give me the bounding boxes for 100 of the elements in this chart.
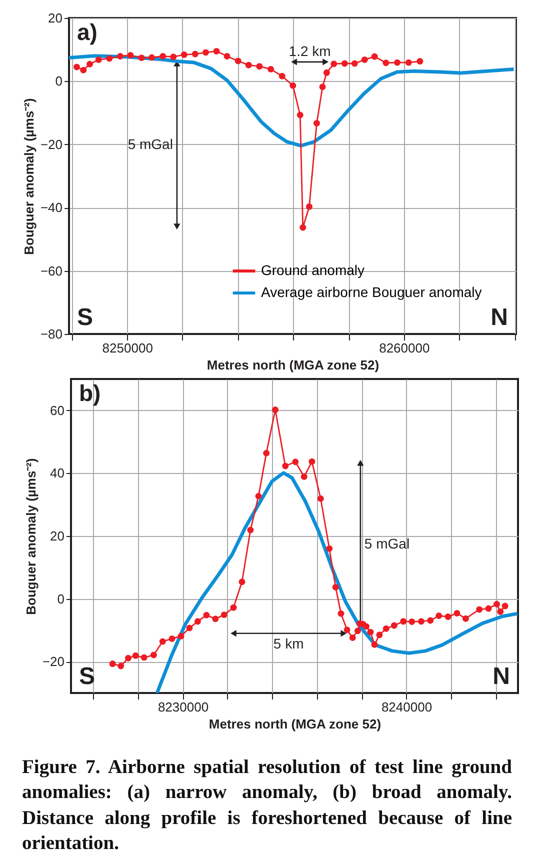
point — [224, 53, 230, 60]
legend-label: Average airborne Bouguer anomaly — [261, 284, 482, 300]
point — [95, 56, 102, 63]
y-tick-label: 40 — [50, 466, 64, 481]
point — [319, 84, 326, 90]
x-tick-label: 8260000 — [379, 340, 430, 356]
point — [234, 58, 242, 64]
point — [80, 66, 87, 74]
point — [263, 450, 270, 456]
point — [382, 60, 390, 66]
point — [332, 584, 339, 590]
point — [300, 473, 308, 480]
point — [180, 51, 188, 58]
line-series — [155, 471, 518, 693]
point — [502, 602, 508, 610]
point — [363, 623, 370, 630]
y-tick-label: −20 — [42, 654, 64, 670]
point — [192, 50, 198, 58]
point — [272, 406, 279, 414]
point — [427, 617, 434, 624]
point — [330, 60, 338, 68]
x-tick-label: 8250000 — [102, 340, 153, 356]
point — [418, 618, 424, 625]
point — [416, 58, 424, 65]
point — [127, 52, 134, 59]
point — [186, 624, 193, 632]
point — [194, 618, 201, 625]
point — [317, 495, 324, 502]
point — [170, 54, 177, 60]
point — [230, 604, 237, 611]
x-tick-label: 8230000 — [158, 700, 209, 714]
point — [344, 626, 350, 634]
y-tick-label: 0 — [55, 74, 62, 89]
point — [138, 54, 145, 62]
point — [86, 60, 93, 68]
point — [132, 652, 139, 659]
series-label: 5 mGal — [128, 136, 173, 152]
point — [476, 606, 483, 613]
point — [168, 635, 176, 642]
point — [202, 49, 209, 56]
y-tick-label: −20 — [40, 136, 62, 152]
point — [306, 203, 312, 210]
point — [351, 60, 358, 67]
point — [292, 458, 299, 466]
point — [74, 64, 80, 70]
point — [159, 638, 166, 645]
y-axis-title: Bouguer anomaly (µms⁻²) — [23, 458, 38, 615]
y-tick-label: 20 — [48, 10, 62, 26]
point — [408, 618, 416, 625]
chart-title: a) — [77, 19, 98, 45]
point — [290, 82, 296, 89]
point — [485, 605, 492, 612]
point — [371, 641, 378, 648]
x-axis-title: Metres north (MGA zone 52) — [208, 716, 382, 732]
series-label: 5 mGal — [364, 536, 410, 552]
point — [296, 112, 304, 118]
point — [238, 578, 246, 586]
point — [300, 224, 306, 231]
point — [361, 56, 368, 63]
point — [220, 612, 228, 618]
annotation: N — [492, 663, 510, 690]
point — [436, 612, 442, 619]
point — [245, 62, 252, 68]
point — [116, 53, 124, 60]
point — [390, 622, 398, 629]
y-tick-label: −40 — [40, 200, 62, 216]
point — [338, 610, 344, 617]
point — [367, 628, 374, 636]
point — [106, 55, 113, 62]
point — [354, 628, 361, 634]
point — [150, 652, 157, 658]
point — [371, 53, 378, 60]
y-tick-label: 0 — [57, 591, 64, 606]
point — [376, 632, 383, 638]
legend-label: Ground anomaly — [261, 262, 365, 278]
point — [394, 59, 400, 66]
series-label: 1.2 km — [288, 42, 331, 59]
x-tick-label: 8240000 — [381, 700, 432, 714]
y-tick-label: −60 — [40, 263, 62, 278]
point — [118, 662, 124, 670]
annotation: N — [490, 304, 508, 331]
annotation: S — [77, 304, 94, 331]
point — [109, 660, 116, 668]
point — [323, 69, 330, 76]
y-tick-label: −80 — [40, 326, 62, 342]
point — [494, 600, 500, 608]
point — [148, 54, 155, 61]
point — [160, 53, 166, 60]
point — [405, 59, 412, 66]
point — [497, 608, 504, 615]
point — [382, 625, 390, 632]
point — [326, 545, 333, 552]
point — [444, 613, 452, 620]
point — [124, 654, 132, 662]
x-axis-title: Metres north (MGA zone 52) — [206, 358, 380, 372]
point — [400, 618, 407, 625]
point — [255, 492, 262, 500]
point — [268, 66, 274, 72]
point — [212, 616, 219, 622]
point — [256, 63, 263, 70]
